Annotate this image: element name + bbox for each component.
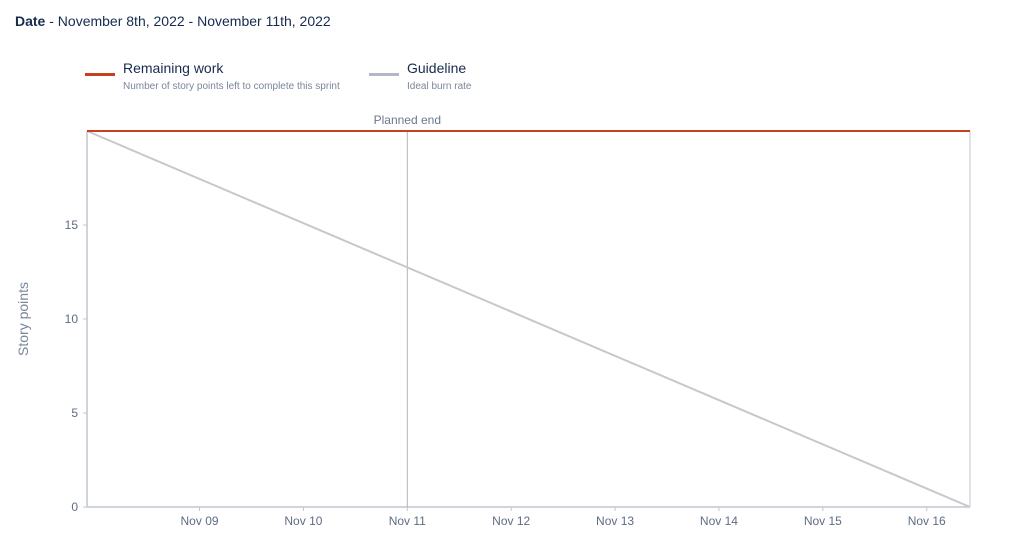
date-range-text: - November 8th, 2022 - November 11th, 20…: [49, 13, 331, 29]
y-tick-label: 10: [65, 312, 79, 326]
x-tick-label: Nov 16: [908, 514, 946, 528]
y-tick-label: 15: [65, 218, 79, 232]
x-tick-label: Nov 10: [284, 514, 322, 528]
x-tick-label: Nov 13: [596, 514, 634, 528]
remaining-work-title: Remaining work: [123, 60, 224, 76]
x-tick-label: Nov 09: [181, 514, 219, 528]
y-axis-title: Story points: [15, 282, 31, 356]
x-tick-label: Nov 11: [389, 514, 426, 528]
y-tick-label: 0: [71, 500, 78, 514]
y-tick-label: 5: [71, 406, 78, 420]
guideline-subtitle: Ideal burn rate: [407, 81, 472, 92]
guideline-series-line: [86, 130, 971, 508]
x-tick-label: Nov 14: [700, 514, 738, 528]
guideline-swatch: [369, 73, 399, 76]
x-tick-label: Nov 12: [492, 514, 530, 528]
x-tick-label: Nov 15: [804, 514, 842, 528]
guideline-title: Guideline: [407, 60, 467, 76]
planned-end-label: Planned end: [374, 113, 441, 127]
date-label: Date: [15, 13, 46, 29]
remaining-work-swatch: [85, 73, 115, 76]
date-range-header: Date - November 8th, 2022 - November 11t…: [15, 13, 331, 29]
remaining-work-subtitle: Number of story points left to complete …: [123, 81, 340, 92]
